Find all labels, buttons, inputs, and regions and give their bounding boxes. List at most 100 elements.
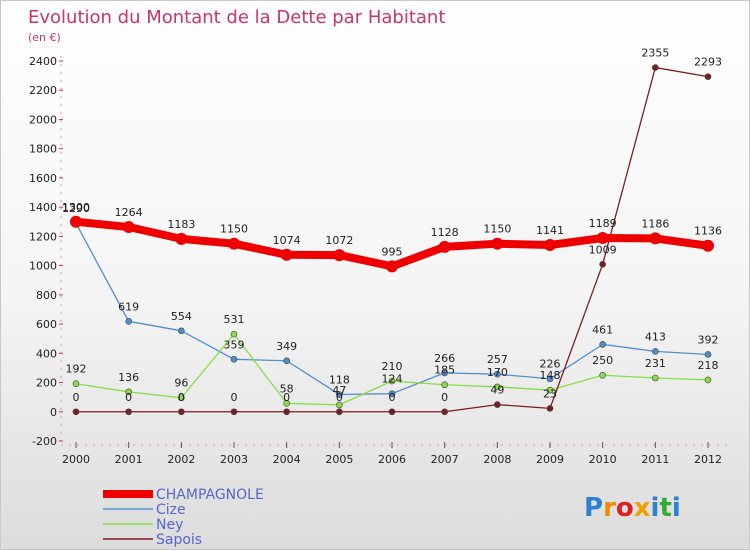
data-point [230, 330, 238, 338]
data-point [704, 351, 712, 358]
logo-letter: t [659, 493, 671, 523]
data-label: 185 [434, 364, 455, 377]
legend-label: Ney [156, 517, 183, 533]
data-point [280, 248, 293, 261]
data-label: 0 [231, 391, 238, 404]
axes: -200 0 2004 0 0 600 800 1000 1200 1400 1600 1800 200… [29, 55, 729, 466]
data-label: 1150 [483, 223, 511, 236]
data-point [336, 408, 343, 416]
data-label: 0 [178, 391, 185, 404]
data-point [178, 327, 185, 335]
data-point [178, 408, 185, 416]
data-label: 359 [224, 338, 245, 351]
y-tick-label: 1800 [29, 143, 57, 156]
data-label: 1189 [589, 217, 617, 230]
data-label: 23 [543, 387, 557, 400]
data-point [283, 357, 290, 365]
data-point [283, 399, 290, 407]
data-point [441, 369, 448, 377]
data-label: 96 [174, 377, 188, 390]
y-tick-label: 1400 [29, 201, 57, 214]
data-point [494, 401, 501, 408]
data-point [122, 221, 135, 234]
data-label: 58 [280, 382, 294, 395]
series-champagnole [70, 215, 714, 273]
data-label: 118 [329, 374, 350, 387]
x-tick-label: 2010 [589, 453, 617, 466]
y-tick-label: 0 [50, 406, 57, 419]
data-label: 0 [336, 391, 343, 404]
data-point [702, 239, 714, 252]
x-tick-label: 2012 [694, 453, 722, 466]
data-point [72, 408, 80, 416]
data-point [546, 375, 554, 383]
data-point [72, 380, 80, 388]
proxiti-logo: Proxiti [584, 493, 681, 523]
data-point [494, 370, 501, 378]
data-point [494, 383, 501, 391]
data-label: 47 [332, 384, 346, 397]
legend-label: Sapois [156, 532, 202, 548]
data-label: 1136 [694, 225, 722, 238]
legend-label: CHAMPAGNOLE [156, 487, 264, 503]
x-tick-label: 2000 [62, 453, 90, 466]
x-tick-label: 2008 [483, 453, 511, 466]
y-tick-label: 1000 [29, 260, 57, 273]
data-point [599, 341, 606, 348]
data-label: 531 [224, 313, 245, 326]
data-point [599, 260, 606, 268]
x-tick-label: 2001 [115, 453, 143, 466]
data-label: 2293 [694, 56, 722, 69]
data-label: 250 [592, 354, 613, 367]
data-label: 1150 [220, 223, 248, 236]
series-ney [72, 330, 712, 409]
data-point [388, 377, 396, 385]
y-tick-label: 2200 [29, 84, 57, 97]
data-point [544, 239, 556, 252]
data-label: 1128 [431, 226, 459, 239]
data-label: 266 [434, 352, 455, 365]
y-tick-label: -200 [32, 435, 57, 448]
data-label: 210 [382, 360, 403, 373]
data-point [441, 408, 448, 416]
x-tick-label: 2011 [641, 453, 669, 466]
x-tick-label: 2007 [431, 453, 459, 466]
data-point [70, 215, 82, 228]
series-layer [70, 64, 714, 416]
data-label: 226 [540, 358, 561, 371]
logo-letter: r [603, 493, 616, 523]
data-point [178, 394, 185, 402]
x-tick-label: 2003 [220, 453, 248, 466]
data-label: 124 [382, 373, 403, 386]
data-point [333, 249, 346, 262]
data-point [125, 388, 132, 396]
data-point [336, 391, 343, 398]
data-point [704, 376, 712, 384]
data-label: 1300 [62, 201, 90, 214]
data-point [546, 405, 554, 412]
data-point [546, 386, 554, 394]
y-tick-label: 2000 [29, 113, 57, 126]
y-tick-label: 400 [36, 347, 57, 360]
data-point [283, 408, 290, 416]
series-sapois [72, 64, 712, 416]
y-tick-label: 800 [36, 289, 57, 302]
y-tick-label: 1600 [29, 172, 57, 185]
data-point [491, 237, 504, 250]
data-point [441, 381, 448, 389]
logo-letter: i [672, 493, 681, 523]
data-labels: 1290 619 554 359 349 118 124 266 257 226 461 413 392… [62, 47, 722, 404]
data-label: 231 [645, 357, 666, 370]
y-tick-label: 600 [36, 318, 57, 331]
data-point [652, 348, 659, 355]
y-tick-label: 1200 [29, 230, 57, 243]
data-label: 0 [73, 391, 80, 404]
logo-letter: i [651, 493, 660, 523]
data-label: 218 [698, 359, 719, 372]
x-tick-label: 2004 [273, 453, 301, 466]
data-label: 2355 [641, 47, 669, 60]
data-label: 0 [125, 391, 132, 404]
data-label: 349 [276, 340, 297, 353]
